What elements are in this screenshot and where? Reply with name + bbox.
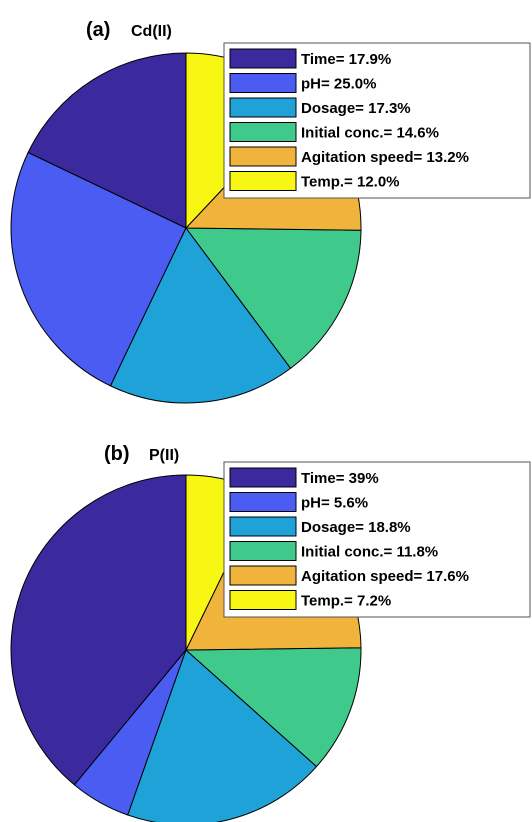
legend-swatch-4 (229, 122, 297, 142)
legend-swatch-1 (229, 48, 297, 69)
legend-label-1: Time= 39% (301, 470, 379, 487)
legend-label-2: pH= 25.0% (301, 76, 376, 93)
legend-label-2: pH= 5.6% (301, 495, 368, 512)
legend-swatch-4 (229, 541, 297, 561)
legend-swatch-1 (229, 467, 297, 488)
panel-a-letter: (a) (86, 19, 110, 41)
panel-a-cd: (a) Cd(II) Time= 17.9% pH= 25.0% Dosage= 1… (10, 19, 531, 404)
legend-swatch-5 (229, 146, 297, 167)
panel-b-legend: Time= 39% pH= 5.6% Dosage= 18.8% Initial co… (223, 461, 531, 618)
legend-swatch-6 (229, 590, 297, 610)
legend-label-6: Temp.= 12.0% (301, 174, 400, 191)
panel-a-legend: Time= 17.9% pH= 25.0% Dosage= 17.3% Initial… (223, 42, 531, 199)
legend-swatch-2 (229, 73, 297, 93)
pie-slice-1 (27, 52, 187, 229)
panel-a-title: Cd(II) (131, 23, 172, 40)
legend-label-3: Dosage= 18.8% (301, 519, 411, 536)
legend-swatch-2 (229, 492, 297, 512)
pie-slice-4 (184, 647, 362, 768)
panel-b-title: P(II) (149, 447, 179, 464)
legend-label-1: Time= 17.9% (301, 51, 391, 68)
legend-label-4: Initial conc.= 14.6% (301, 125, 439, 142)
panel-b-letter: (b) (104, 443, 130, 465)
legend-label-5: Agitation speed= 17.6% (301, 568, 469, 585)
pie-slice-3 (109, 227, 292, 404)
pie-slice-4 (184, 227, 362, 369)
legend-label-3: Dosage= 17.3% (301, 100, 411, 117)
legend-label-5: Agitation speed= 13.2% (301, 149, 469, 166)
pie-slice-2 (10, 151, 187, 387)
legend-label-6: Temp.= 7.2% (301, 593, 391, 610)
legend-swatch-6 (229, 171, 297, 191)
pie-slice-1 (10, 474, 187, 786)
legend-swatch-3 (229, 97, 297, 118)
legend-label-4: Initial conc.= 11.8% (301, 544, 438, 561)
panel-b-p: (b) P(II) Time= 39% pH= 5.6% Dosage= 18.8%… (10, 443, 531, 822)
legend-swatch-3 (229, 516, 297, 537)
legend-swatch-5 (229, 565, 297, 586)
pie-slice-3 (127, 649, 318, 822)
